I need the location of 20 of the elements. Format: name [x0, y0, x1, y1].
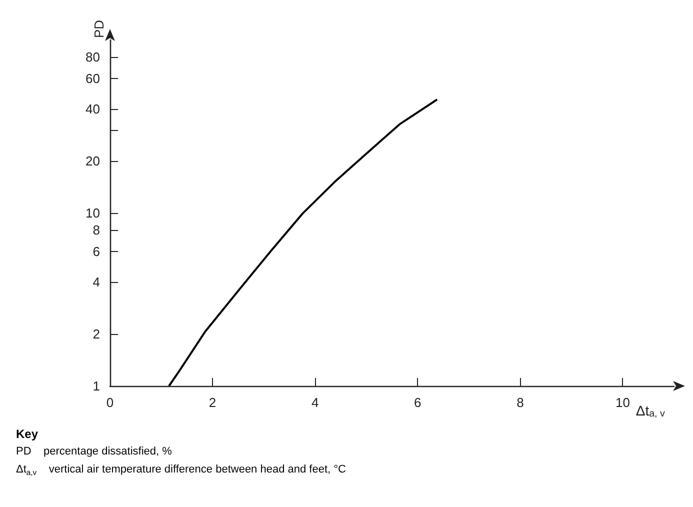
- y-tick-label: 6: [92, 244, 100, 259]
- x-tick-label: 0: [106, 395, 114, 410]
- y-tick-label: 80: [86, 49, 100, 64]
- y-axis-title: PD: [92, 20, 106, 38]
- y-tick-label: 8: [92, 222, 100, 238]
- x-tick-label: 4: [311, 395, 319, 410]
- y-tick-label: 60: [86, 70, 100, 86]
- y-tick-label: 10: [86, 206, 100, 220]
- y-tick-label: 40: [86, 101, 100, 116]
- y-tick-label: 1: [92, 378, 100, 394]
- line-series: [168, 98, 438, 387]
- text: PD percentage dissatisfied, %: [16, 446, 172, 458]
- x-tick-label: 6: [414, 395, 422, 410]
- x-tick-label: 8: [516, 395, 524, 410]
- x-tick-label: 2: [208, 395, 216, 410]
- y-tick-label: 20: [86, 153, 100, 168]
- y-tick-label: 4: [92, 274, 100, 290]
- text: Key: [16, 427, 38, 441]
- x-tick-label: 10: [615, 395, 630, 410]
- y-tick-label: 2: [92, 326, 100, 342]
